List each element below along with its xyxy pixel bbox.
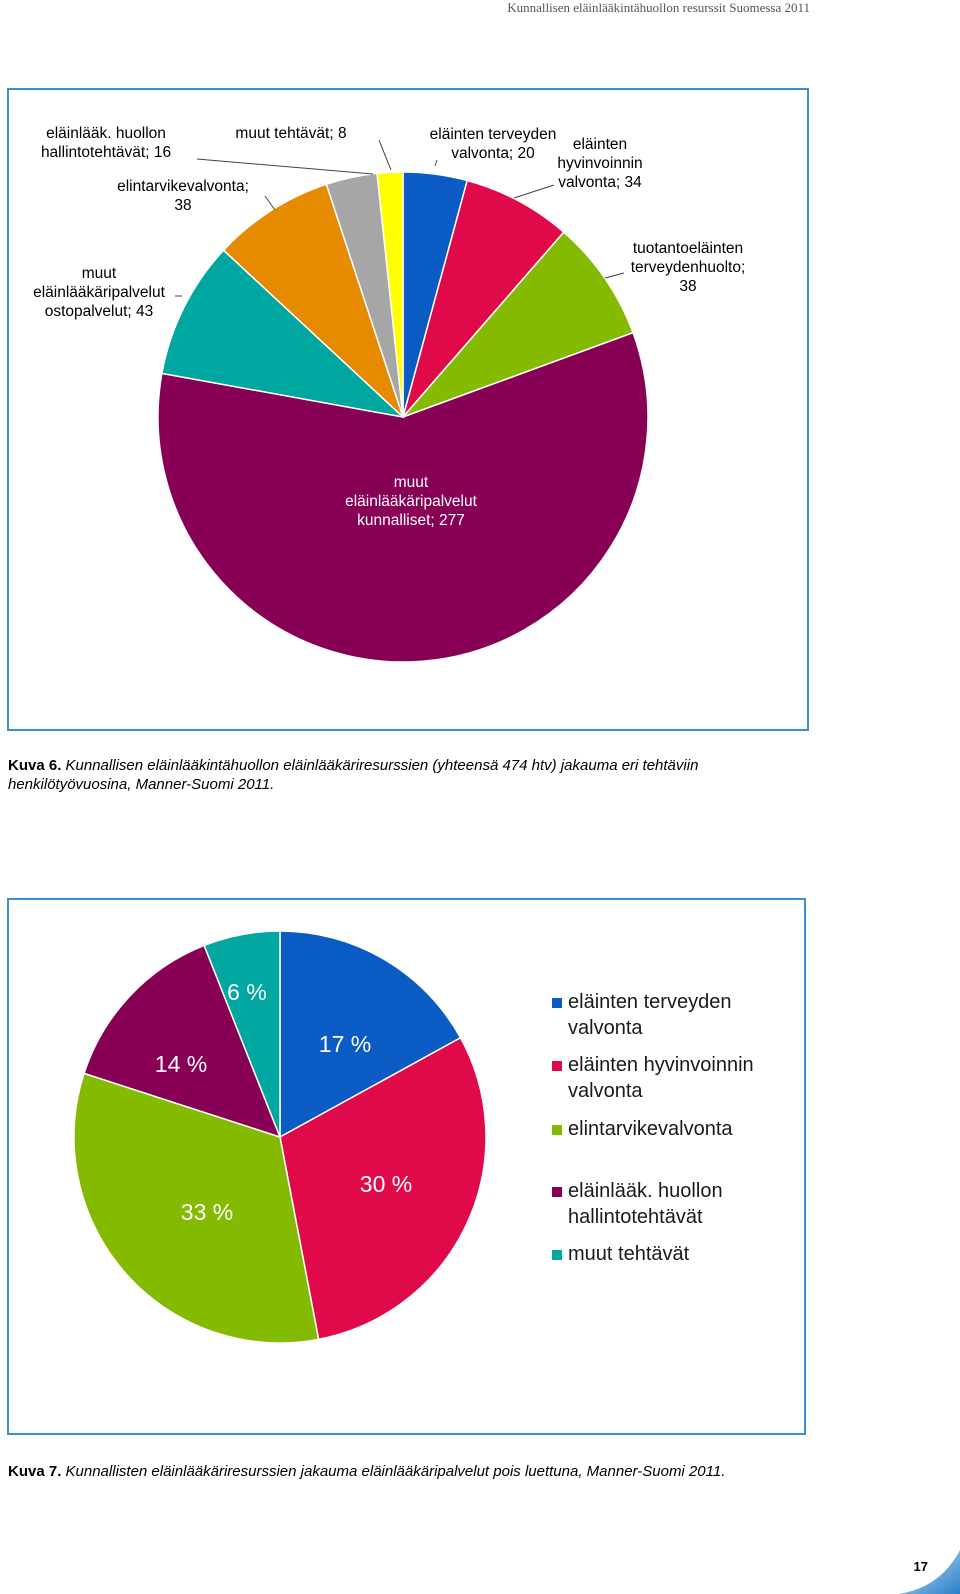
pie2-percent-label-4: 6 %: [227, 979, 267, 1005]
pie1-label-7: muut tehtävät; 8: [235, 125, 346, 142]
pie1-leader-2: [604, 272, 625, 279]
pie1-leader-0: [434, 159, 438, 167]
pie1-slice-2: [402, 231, 635, 418]
legend-entry-2: elintarvikevalvonta: [568, 1118, 733, 1140]
pie2-percent-label-1: 30 %: [360, 1171, 412, 1197]
page-number: 17: [913, 1559, 928, 1574]
pie1-slice-3: [157, 331, 649, 663]
pie1-leader-5: [264, 195, 276, 211]
pie1-slice-1: [402, 179, 565, 418]
legend-entry-1: eläinten hyvinvoinnin valvonta: [568, 1054, 754, 1102]
pie2-slice-2: [73, 1072, 320, 1344]
figure-7-caption-text: Kunnallisten eläinlääkäriresurssien jaka…: [61, 1463, 726, 1480]
pie1-leader-7: [378, 139, 392, 171]
pie1-label-6: eläinlääk. huollon hallintotehtävät; 16: [41, 125, 171, 161]
figure-7-caption: Kuva 7. Kunnallisten eläinlääkäriresurss…: [8, 1462, 798, 1481]
pie1-leader-6: [196, 158, 374, 175]
pie1-slice-7: [376, 171, 404, 418]
pie1-slice-4: [161, 249, 406, 419]
pie-chart-distribution: 17 % 30 % 33 % 14 % 6 % eläinten terveyden va…: [73, 930, 754, 1344]
figure-6-frame: eläinten terveyden valvonta; 20 eläinten hy…: [7, 88, 809, 731]
legend-swatch-4: [552, 1250, 562, 1260]
pie2-slice-0: [279, 930, 462, 1139]
pie2-slice-3: [83, 944, 282, 1139]
pie2-slice-4: [203, 930, 281, 1138]
pie2-percent-label-0: 17 %: [319, 1031, 371, 1057]
figure-6-caption: Kuva 6. Kunnallisen eläinlääkintähuollon…: [8, 756, 798, 794]
pie1-label-2: tuotantoeläinten terveydenhuolto; 38: [631, 240, 746, 295]
page-corner-decoration: [898, 1550, 960, 1594]
pie2-percent-label-3: 14 %: [155, 1051, 207, 1077]
figure-7-caption-label: Kuva 7.: [8, 1463, 62, 1480]
pie1-slice-5: [222, 183, 404, 418]
legend-swatch-2: [552, 1125, 562, 1135]
pie2-slice-1: [279, 1036, 487, 1341]
legend-swatch-1: [552, 1061, 562, 1071]
legend-swatch-3: [552, 1187, 562, 1197]
legend-entry-3: eläinlääk. huollon hallintotehtävät: [568, 1180, 723, 1228]
figure-6-caption-text: Kunnallisen eläinlääkintähuollon eläinlä…: [8, 757, 699, 793]
legend-swatch-0: [552, 998, 562, 1008]
pie1-label-3: muut eläinlääkäripalvelut kunnalliset; 277: [345, 474, 478, 529]
pie1-label-0: eläinten terveyden valvonta; 20: [430, 126, 557, 162]
pie1-leader-1: [513, 184, 555, 199]
legend-entry-0: eläinten terveyden valvonta: [568, 991, 731, 1039]
pie2-percent-label-2: 33 %: [181, 1199, 233, 1225]
figure-6-caption-label: Kuva 6.: [8, 757, 62, 774]
figure-7-frame: 17 % 30 % 33 % 14 % 6 % eläinten terveyden va…: [7, 898, 806, 1435]
running-header: Kunnallisen eläinlääkintähuollon resurss…: [507, 0, 810, 15]
pie1-label-4: muut eläinlääkäripalvelut ostopalvelut; 43: [33, 265, 166, 320]
pie1-label-1: eläinten hyvinvoinnin valvonta; 34: [557, 136, 642, 191]
pie1-label-5: elintarvikevalvonta; 38: [117, 178, 249, 214]
legend-entry-4: muut tehtävät: [568, 1243, 690, 1265]
